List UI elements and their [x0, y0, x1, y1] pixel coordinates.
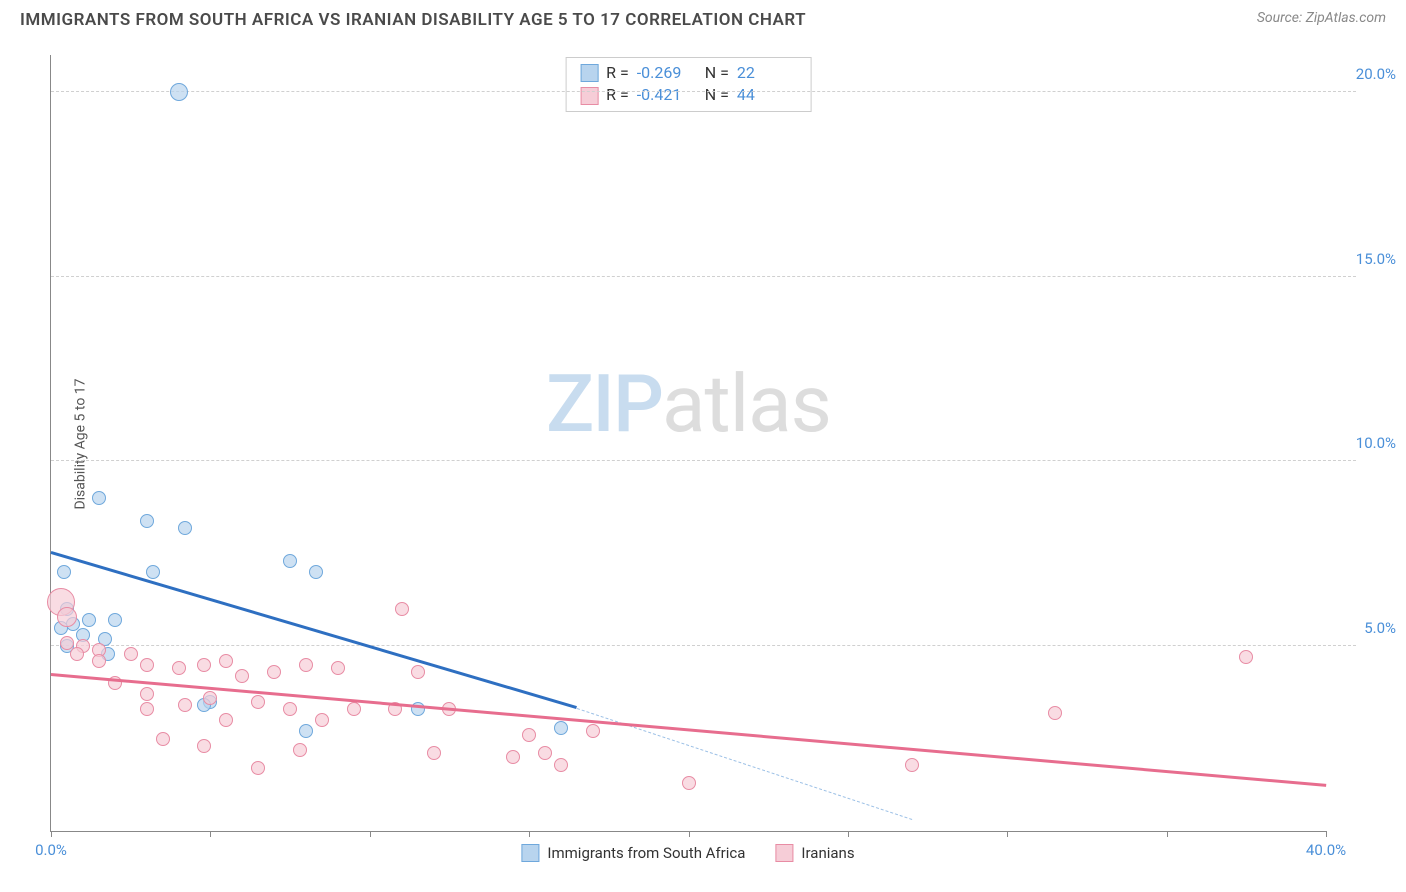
data-point — [682, 776, 696, 790]
data-point — [347, 702, 361, 716]
data-point — [124, 647, 138, 661]
data-point — [299, 658, 313, 672]
stat-n-value: 44 — [737, 84, 797, 106]
y-tick-label: 10.0% — [1356, 434, 1396, 452]
legend-label: Iranians — [801, 844, 854, 862]
data-point — [140, 658, 154, 672]
x-tick — [689, 831, 690, 837]
watermark-zip: ZIP — [546, 357, 662, 451]
data-point — [146, 565, 160, 579]
plot-area: ZIPatlas R =-0.269N =22R =-0.421N =44 5.… — [50, 55, 1326, 832]
data-point — [1048, 706, 1062, 720]
grid-line — [51, 645, 1356, 646]
source-value: ZipAtlas.com — [1306, 10, 1386, 26]
legend: Immigrants from South Africa Iranians — [521, 844, 854, 862]
source-label: Source: — [1257, 10, 1306, 26]
stats-row: R = -0.421 N = 44 — [580, 84, 797, 106]
stat-n-label: N = — [705, 62, 729, 84]
legend-swatch — [775, 844, 793, 862]
x-tick — [529, 831, 530, 837]
data-point — [1239, 650, 1253, 664]
x-tick — [1167, 831, 1168, 837]
grid-line — [51, 91, 1356, 92]
series-swatch — [580, 64, 598, 82]
data-point — [411, 665, 425, 679]
data-point — [283, 554, 297, 568]
data-point — [140, 702, 154, 716]
data-point — [283, 702, 297, 716]
data-point — [178, 521, 192, 535]
stat-r-label: R = — [606, 62, 629, 84]
data-point — [219, 713, 233, 727]
data-point — [506, 750, 520, 764]
data-point — [70, 647, 84, 661]
x-tick — [1326, 831, 1327, 837]
legend-item: Iranians — [775, 844, 854, 862]
stat-n-value: 22 — [737, 62, 797, 84]
watermark: ZIPatlas — [546, 357, 831, 451]
data-point — [554, 721, 568, 735]
x-tick — [51, 831, 52, 837]
data-point — [57, 565, 71, 579]
data-point — [905, 758, 919, 772]
x-tick — [210, 831, 211, 837]
data-point — [331, 661, 345, 675]
y-tick-label: 20.0% — [1356, 65, 1396, 83]
grid-line — [51, 460, 1356, 461]
legend-swatch — [521, 844, 539, 862]
x-tick-label: 40.0% — [1306, 841, 1346, 859]
data-point — [395, 602, 409, 616]
legend-label: Immigrants from South Africa — [547, 844, 745, 862]
grid-line — [51, 276, 1356, 277]
data-point — [203, 691, 217, 705]
data-point — [299, 724, 313, 738]
data-point — [309, 565, 323, 579]
data-point — [156, 732, 170, 746]
data-point — [315, 713, 329, 727]
stat-r-value: -0.421 — [637, 84, 697, 106]
x-tick — [848, 831, 849, 837]
x-tick — [1007, 831, 1008, 837]
watermark-atlas: atlas — [662, 357, 831, 451]
data-point — [82, 613, 96, 627]
data-point — [427, 746, 441, 760]
stat-r-label: R = — [606, 84, 629, 106]
data-point — [178, 698, 192, 712]
chart-title: IMMIGRANTS FROM SOUTH AFRICA VS IRANIAN … — [20, 10, 806, 30]
data-point — [235, 669, 249, 683]
data-point — [108, 613, 122, 627]
y-tick-label: 15.0% — [1356, 250, 1396, 268]
data-point — [197, 658, 211, 672]
data-point — [219, 654, 233, 668]
correlation-stats-box: R = -0.269 N = 22 R = -0.421 N = 44 — [565, 57, 812, 112]
chart-container: Disability Age 5 to 17 ZIPatlas R =-0.26… — [50, 55, 1326, 832]
data-point — [586, 724, 600, 738]
data-point — [554, 758, 568, 772]
stat-n-label: N = — [705, 84, 729, 106]
data-point — [538, 746, 552, 760]
stats-row: R = -0.269 N = 22 — [580, 62, 797, 84]
data-point — [92, 654, 106, 668]
data-point — [251, 695, 265, 709]
source-attribution: Source: ZipAtlas.com — [1257, 10, 1386, 26]
data-point — [172, 661, 186, 675]
data-point — [170, 83, 188, 101]
series-swatch — [580, 87, 598, 105]
data-point — [197, 739, 211, 753]
data-point — [267, 665, 281, 679]
data-point — [57, 607, 77, 627]
x-tick — [370, 831, 371, 837]
data-point — [140, 514, 154, 528]
data-point — [293, 743, 307, 757]
data-point — [92, 491, 106, 505]
stat-r-value: -0.269 — [637, 62, 697, 84]
trend-line — [51, 673, 1326, 786]
x-tick-label: 0.0% — [35, 841, 67, 859]
data-point — [251, 761, 265, 775]
y-tick-label: 5.0% — [1364, 619, 1396, 637]
data-point — [140, 687, 154, 701]
legend-item: Immigrants from South Africa — [521, 844, 745, 862]
data-point — [522, 728, 536, 742]
